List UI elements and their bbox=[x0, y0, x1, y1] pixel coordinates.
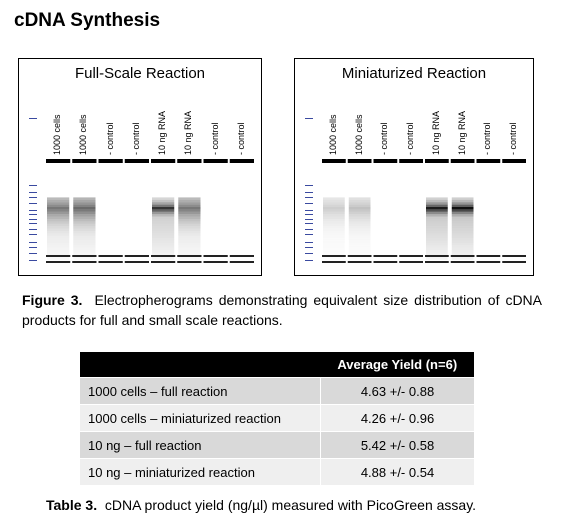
ladder-band bbox=[29, 253, 37, 254]
gel-lane bbox=[347, 159, 372, 263]
ladder-band bbox=[305, 234, 313, 235]
table-row: 1000 cells – full reaction 4.63 +/- 0.88 bbox=[80, 377, 474, 405]
gel-image: 1000 cells 1000 cells - control - control 10… bbox=[23, 87, 257, 271]
gel-panel-miniaturized: Miniaturized Reaction 1000 cells 1000 cel… bbox=[294, 58, 534, 276]
ladder-band bbox=[29, 247, 37, 248]
gel-lane bbox=[124, 159, 149, 263]
gel-title: Full-Scale Reaction bbox=[74, 65, 206, 82]
gel-svg bbox=[299, 87, 529, 271]
table-caption: Table 3. cDNA product yield (ng/µl) meas… bbox=[46, 497, 476, 513]
table-row: 1000 cells – miniaturized reaction 4.26 … bbox=[80, 404, 474, 432]
gel-lane bbox=[373, 159, 398, 263]
ladder-band bbox=[305, 253, 313, 254]
lane-label: 10 ng RNA bbox=[157, 110, 168, 155]
lane-label: 1000 cells bbox=[52, 114, 63, 155]
lane-label: - control bbox=[104, 122, 115, 155]
gel-lane bbox=[46, 159, 71, 263]
table-header-yield: Average Yield (n=6) bbox=[320, 352, 474, 378]
ladder-band bbox=[29, 219, 37, 220]
ladder-band bbox=[305, 185, 313, 186]
gel-lane bbox=[425, 159, 449, 263]
ladder-band bbox=[305, 210, 313, 211]
ladder-band bbox=[29, 197, 37, 198]
gel-svg bbox=[23, 87, 257, 271]
ladder-band bbox=[305, 197, 313, 198]
row-value: 4.88 +/- 0.54 bbox=[320, 458, 474, 485]
table-label: Table 3. bbox=[46, 497, 98, 513]
ladder-band bbox=[29, 210, 37, 211]
lane-label: - control bbox=[379, 122, 390, 155]
gel-lane bbox=[98, 159, 123, 263]
table-row: 10 ng – miniaturized reaction 4.88 +/- 0… bbox=[80, 458, 474, 485]
ladder-band bbox=[29, 242, 37, 243]
yield-table: Average Yield (n=6) 1000 cells – full re… bbox=[80, 352, 474, 485]
ladder-band bbox=[305, 214, 313, 215]
lane-label: 1000 cells bbox=[353, 114, 364, 155]
ladder-band bbox=[29, 118, 37, 119]
gel-lane bbox=[450, 159, 475, 263]
lane-label: - control bbox=[209, 122, 220, 155]
ladder-band bbox=[305, 192, 313, 193]
lane-label: 10 ng RNA bbox=[183, 110, 194, 155]
gel-lane bbox=[203, 159, 228, 263]
lane-label: 1000 cells bbox=[78, 114, 89, 155]
gel-lane bbox=[476, 159, 501, 263]
row-label: 10 ng – full reaction bbox=[80, 431, 321, 459]
table-caption-text: cDNA product yield (ng/µl) measured with… bbox=[104, 497, 477, 513]
ladder-band bbox=[305, 247, 313, 248]
section-title: cDNA Synthesis bbox=[14, 10, 161, 31]
gel-lane bbox=[399, 159, 423, 263]
lane-label: 1000 cells bbox=[327, 114, 338, 155]
gel-lane bbox=[72, 159, 97, 263]
gel-lane bbox=[177, 159, 202, 263]
gel-title: Miniaturized Reaction bbox=[341, 65, 487, 82]
row-label: 1000 cells – full reaction bbox=[80, 377, 321, 405]
lane-label: - control bbox=[130, 122, 141, 155]
ladder-band bbox=[29, 229, 37, 230]
ladder-band bbox=[305, 260, 313, 261]
ladder-band bbox=[29, 203, 37, 204]
row-label: 1000 cells – miniaturized reaction bbox=[80, 404, 321, 432]
lane-label: - control bbox=[235, 122, 246, 155]
ladder-band bbox=[305, 223, 313, 224]
ladder-band bbox=[29, 260, 37, 261]
gel-lane bbox=[502, 159, 526, 263]
gel-lane bbox=[229, 159, 254, 263]
table-header-row: Average Yield (n=6) bbox=[80, 352, 474, 378]
row-value: 5.42 +/- 0.58 bbox=[320, 431, 474, 459]
gel-lane bbox=[151, 159, 176, 263]
ladder-band bbox=[305, 203, 313, 204]
row-label: 10 ng – miniaturized reaction bbox=[80, 458, 321, 485]
row-value: 4.26 +/- 0.96 bbox=[320, 404, 474, 432]
figure-caption: Figure 3. Electropherograms demonstratin… bbox=[22, 290, 542, 330]
gel-image: 1000 cells 1000 cells - control - control 10… bbox=[299, 87, 529, 271]
lane-label: 10 ng RNA bbox=[456, 110, 467, 155]
table-header-empty bbox=[80, 352, 321, 378]
figure-label: Figure 3. bbox=[22, 292, 83, 308]
table-row: 10 ng – full reaction 5.42 +/- 0.58 bbox=[80, 431, 474, 459]
ladder-band bbox=[29, 214, 37, 215]
lane-label: - control bbox=[405, 122, 416, 155]
gel-lane bbox=[322, 159, 346, 263]
ladder-band bbox=[29, 234, 37, 235]
ladder-band bbox=[29, 223, 37, 224]
ladder-band bbox=[29, 185, 37, 186]
ladder-band bbox=[29, 192, 37, 193]
ladder-band bbox=[305, 219, 313, 220]
ladder-band bbox=[305, 242, 313, 243]
gel-panel-full-scale: Full-Scale Reaction 1000 cells 1000 cells… bbox=[18, 58, 262, 276]
row-value: 4.63 +/- 0.88 bbox=[320, 377, 474, 405]
ladder-band bbox=[305, 118, 313, 119]
lane-label: - control bbox=[482, 122, 493, 155]
figure-caption-text: Electropherograms demonstrating equivale… bbox=[22, 292, 543, 328]
lane-label: 10 ng RNA bbox=[430, 110, 441, 155]
ladder-band bbox=[305, 229, 313, 230]
lane-label: - control bbox=[508, 122, 519, 155]
